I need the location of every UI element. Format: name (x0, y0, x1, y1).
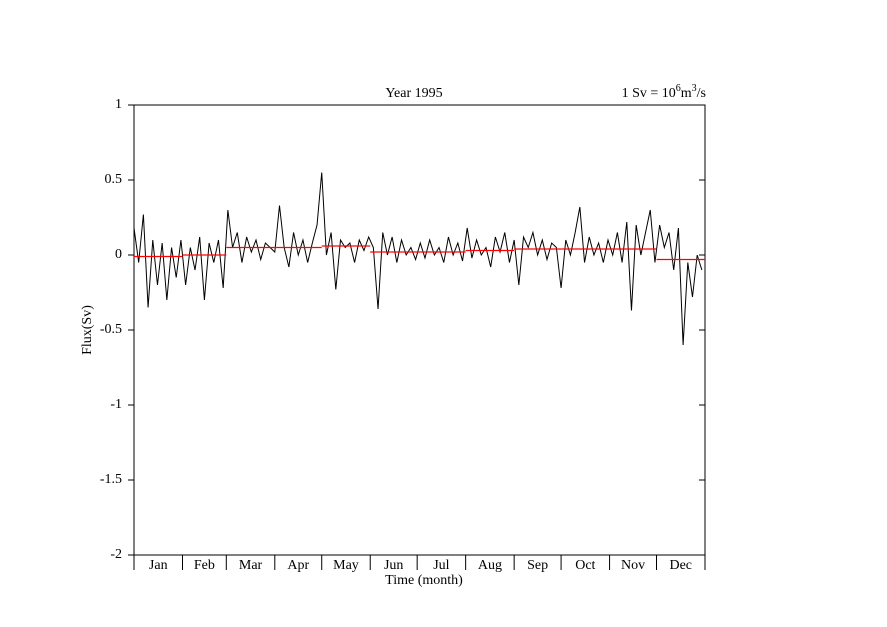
x-tick-label: May (333, 558, 359, 573)
x-tick-label: Jan (149, 558, 168, 573)
x-tick-label: Feb (194, 558, 215, 573)
flux-line (133, 172, 703, 346)
y-tick-label: 0 (115, 247, 122, 262)
annotation-sup: 3 (692, 83, 697, 94)
x-tick-label: Jun (384, 558, 403, 573)
plot-frame (133, 104, 706, 556)
x-tick-label: Apr (287, 558, 309, 573)
annotation: 1 Sv = 106m3/s (622, 83, 706, 101)
y-tick-label: -2 (110, 547, 122, 562)
y-tick-label: -1 (110, 397, 122, 412)
x-tick-label: Dec (669, 558, 692, 573)
annotation-sup: 6 (676, 83, 681, 94)
annotation-part: 1 Sv = 10 (622, 86, 676, 101)
x-axis-label: Time (month) (385, 573, 463, 588)
y-tick-label: 0.5 (105, 172, 123, 187)
y-tick-label: -0.5 (100, 322, 122, 337)
annotation-part: /s (697, 86, 706, 101)
chart-title: Year 1995 (385, 86, 442, 101)
x-tick-label: Oct (575, 558, 595, 573)
y-tick-label: -1.5 (100, 472, 122, 487)
x-tick-label: Jul (433, 558, 449, 573)
y-tick-label: 1 (115, 97, 122, 112)
y-axis-label: Flux(Sv) (80, 305, 95, 355)
x-tick-label: Mar (239, 558, 263, 573)
x-tick-label: Aug (478, 558, 502, 573)
x-tick-label: Nov (621, 558, 645, 573)
x-tick-label: Sep (527, 558, 548, 573)
annotation-part: m (681, 86, 692, 101)
